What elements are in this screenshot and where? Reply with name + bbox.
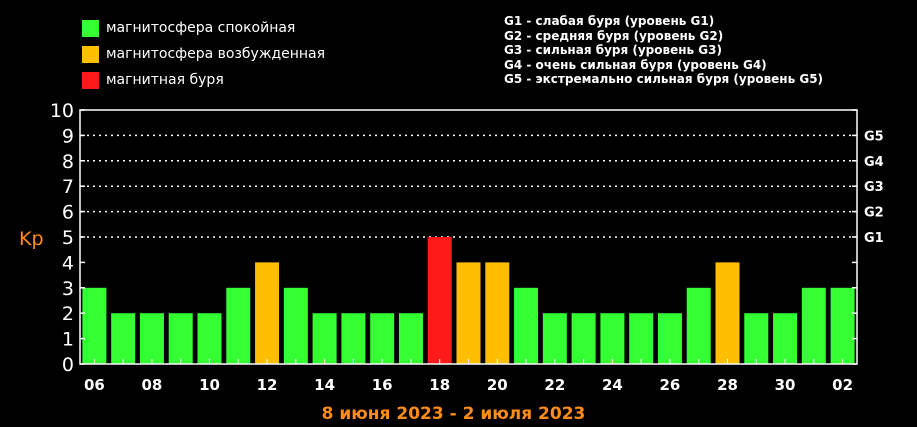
storm-level-g1: G1 - слабая буря (уровень G1)	[504, 14, 715, 28]
g-level-label-g1: G1	[864, 231, 884, 246]
bar-21	[514, 287, 539, 364]
x-tick-label-12: 12	[257, 376, 278, 394]
x-tick-label-16: 16	[372, 376, 393, 394]
x-axis-caption: 8 июня 2023 - 2 июля 2023	[322, 404, 586, 424]
bar-22	[542, 313, 567, 364]
x-tick-label-26: 26	[660, 376, 681, 394]
x-tick-label-18: 18	[429, 376, 450, 394]
x-tick-label-28: 28	[717, 376, 738, 394]
storm-level-g5: G5 - экстремально сильная буря (уровень …	[504, 72, 824, 86]
bar-28	[715, 262, 740, 364]
x-tick-label-30: 30	[775, 376, 796, 394]
legend-label-storm: магнитная буря	[106, 72, 224, 88]
bar-25	[629, 313, 654, 364]
bar-23	[571, 313, 596, 364]
legend-swatch-active	[82, 45, 99, 63]
y-tick-label-5: 5	[62, 227, 74, 249]
bar-07	[111, 313, 136, 364]
legend-item-quiet: магнитосфера спокойная	[82, 17, 295, 39]
bar-02	[830, 287, 855, 364]
bar-26	[657, 313, 682, 364]
legend-swatch-quiet	[82, 19, 99, 37]
y-tick-label-4: 4	[62, 252, 74, 274]
bar-18	[427, 237, 452, 364]
legend-label-active: магнитосфера возбужденная	[106, 46, 326, 62]
bar-30	[773, 313, 798, 364]
legend-swatch-storm	[82, 71, 99, 89]
bar-01	[801, 287, 826, 364]
bar-27	[686, 287, 711, 364]
legend-item-active: магнитосфера возбужденная	[82, 43, 325, 65]
g-level-label-g4: G4	[864, 155, 884, 170]
x-tick-label-08: 08	[142, 376, 163, 394]
g-level-label-g5: G5	[864, 129, 884, 144]
y-tick-label-9: 9	[62, 125, 74, 147]
y-tick-label-1: 1	[62, 329, 74, 351]
bar-11	[226, 287, 251, 364]
y-tick-label-0: 0	[62, 354, 74, 376]
bar-15	[341, 313, 366, 364]
bar-14	[312, 313, 337, 364]
y-tick-label-7: 7	[62, 176, 74, 198]
y-tick-label-8: 8	[62, 151, 74, 173]
bar-20	[485, 262, 510, 364]
x-tick-label-24: 24	[602, 376, 623, 394]
y-tick-label-10: 10	[50, 100, 74, 122]
x-tick-label-20: 20	[487, 376, 508, 394]
storm-level-g2: G2 - средняя буря (уровень G2)	[504, 28, 724, 43]
bar-06	[82, 287, 107, 364]
bar-24	[600, 313, 625, 364]
bar-13	[283, 287, 308, 364]
x-tick-label-06: 06	[84, 376, 105, 394]
storm-level-g4: G4 - очень сильная буря (уровень G4)	[504, 57, 767, 72]
bar-17	[398, 313, 423, 364]
bar-16	[370, 313, 395, 364]
bar-12	[255, 262, 280, 364]
bar-08	[139, 313, 164, 364]
bar-09	[168, 313, 193, 364]
y-axis-label: Kp	[19, 228, 44, 250]
g-level-label-g2: G2	[864, 206, 884, 221]
bar-29	[744, 313, 769, 364]
bar-19	[456, 262, 481, 364]
storm-level-legend: G1 - слабая буря (уровень G1) G2 - средн…	[504, 14, 823, 87]
storm-level-g3: G3 - сильная буря (уровень G3)	[504, 43, 722, 57]
x-tick-label-22: 22	[544, 376, 565, 394]
y-tick-label-3: 3	[62, 278, 74, 300]
x-tick-label-10: 10	[199, 376, 220, 394]
legend-item-storm: магнитная буря	[82, 69, 224, 91]
x-tick-label-14: 14	[314, 376, 335, 394]
g-level-label-g3: G3	[864, 180, 884, 195]
legend-label-quiet: магнитосфера спокойная	[106, 20, 296, 36]
bar-10	[197, 313, 222, 364]
y-tick-label-2: 2	[62, 303, 74, 325]
x-tick-label-02: 02	[832, 376, 853, 394]
y-tick-label-6: 6	[62, 202, 74, 224]
